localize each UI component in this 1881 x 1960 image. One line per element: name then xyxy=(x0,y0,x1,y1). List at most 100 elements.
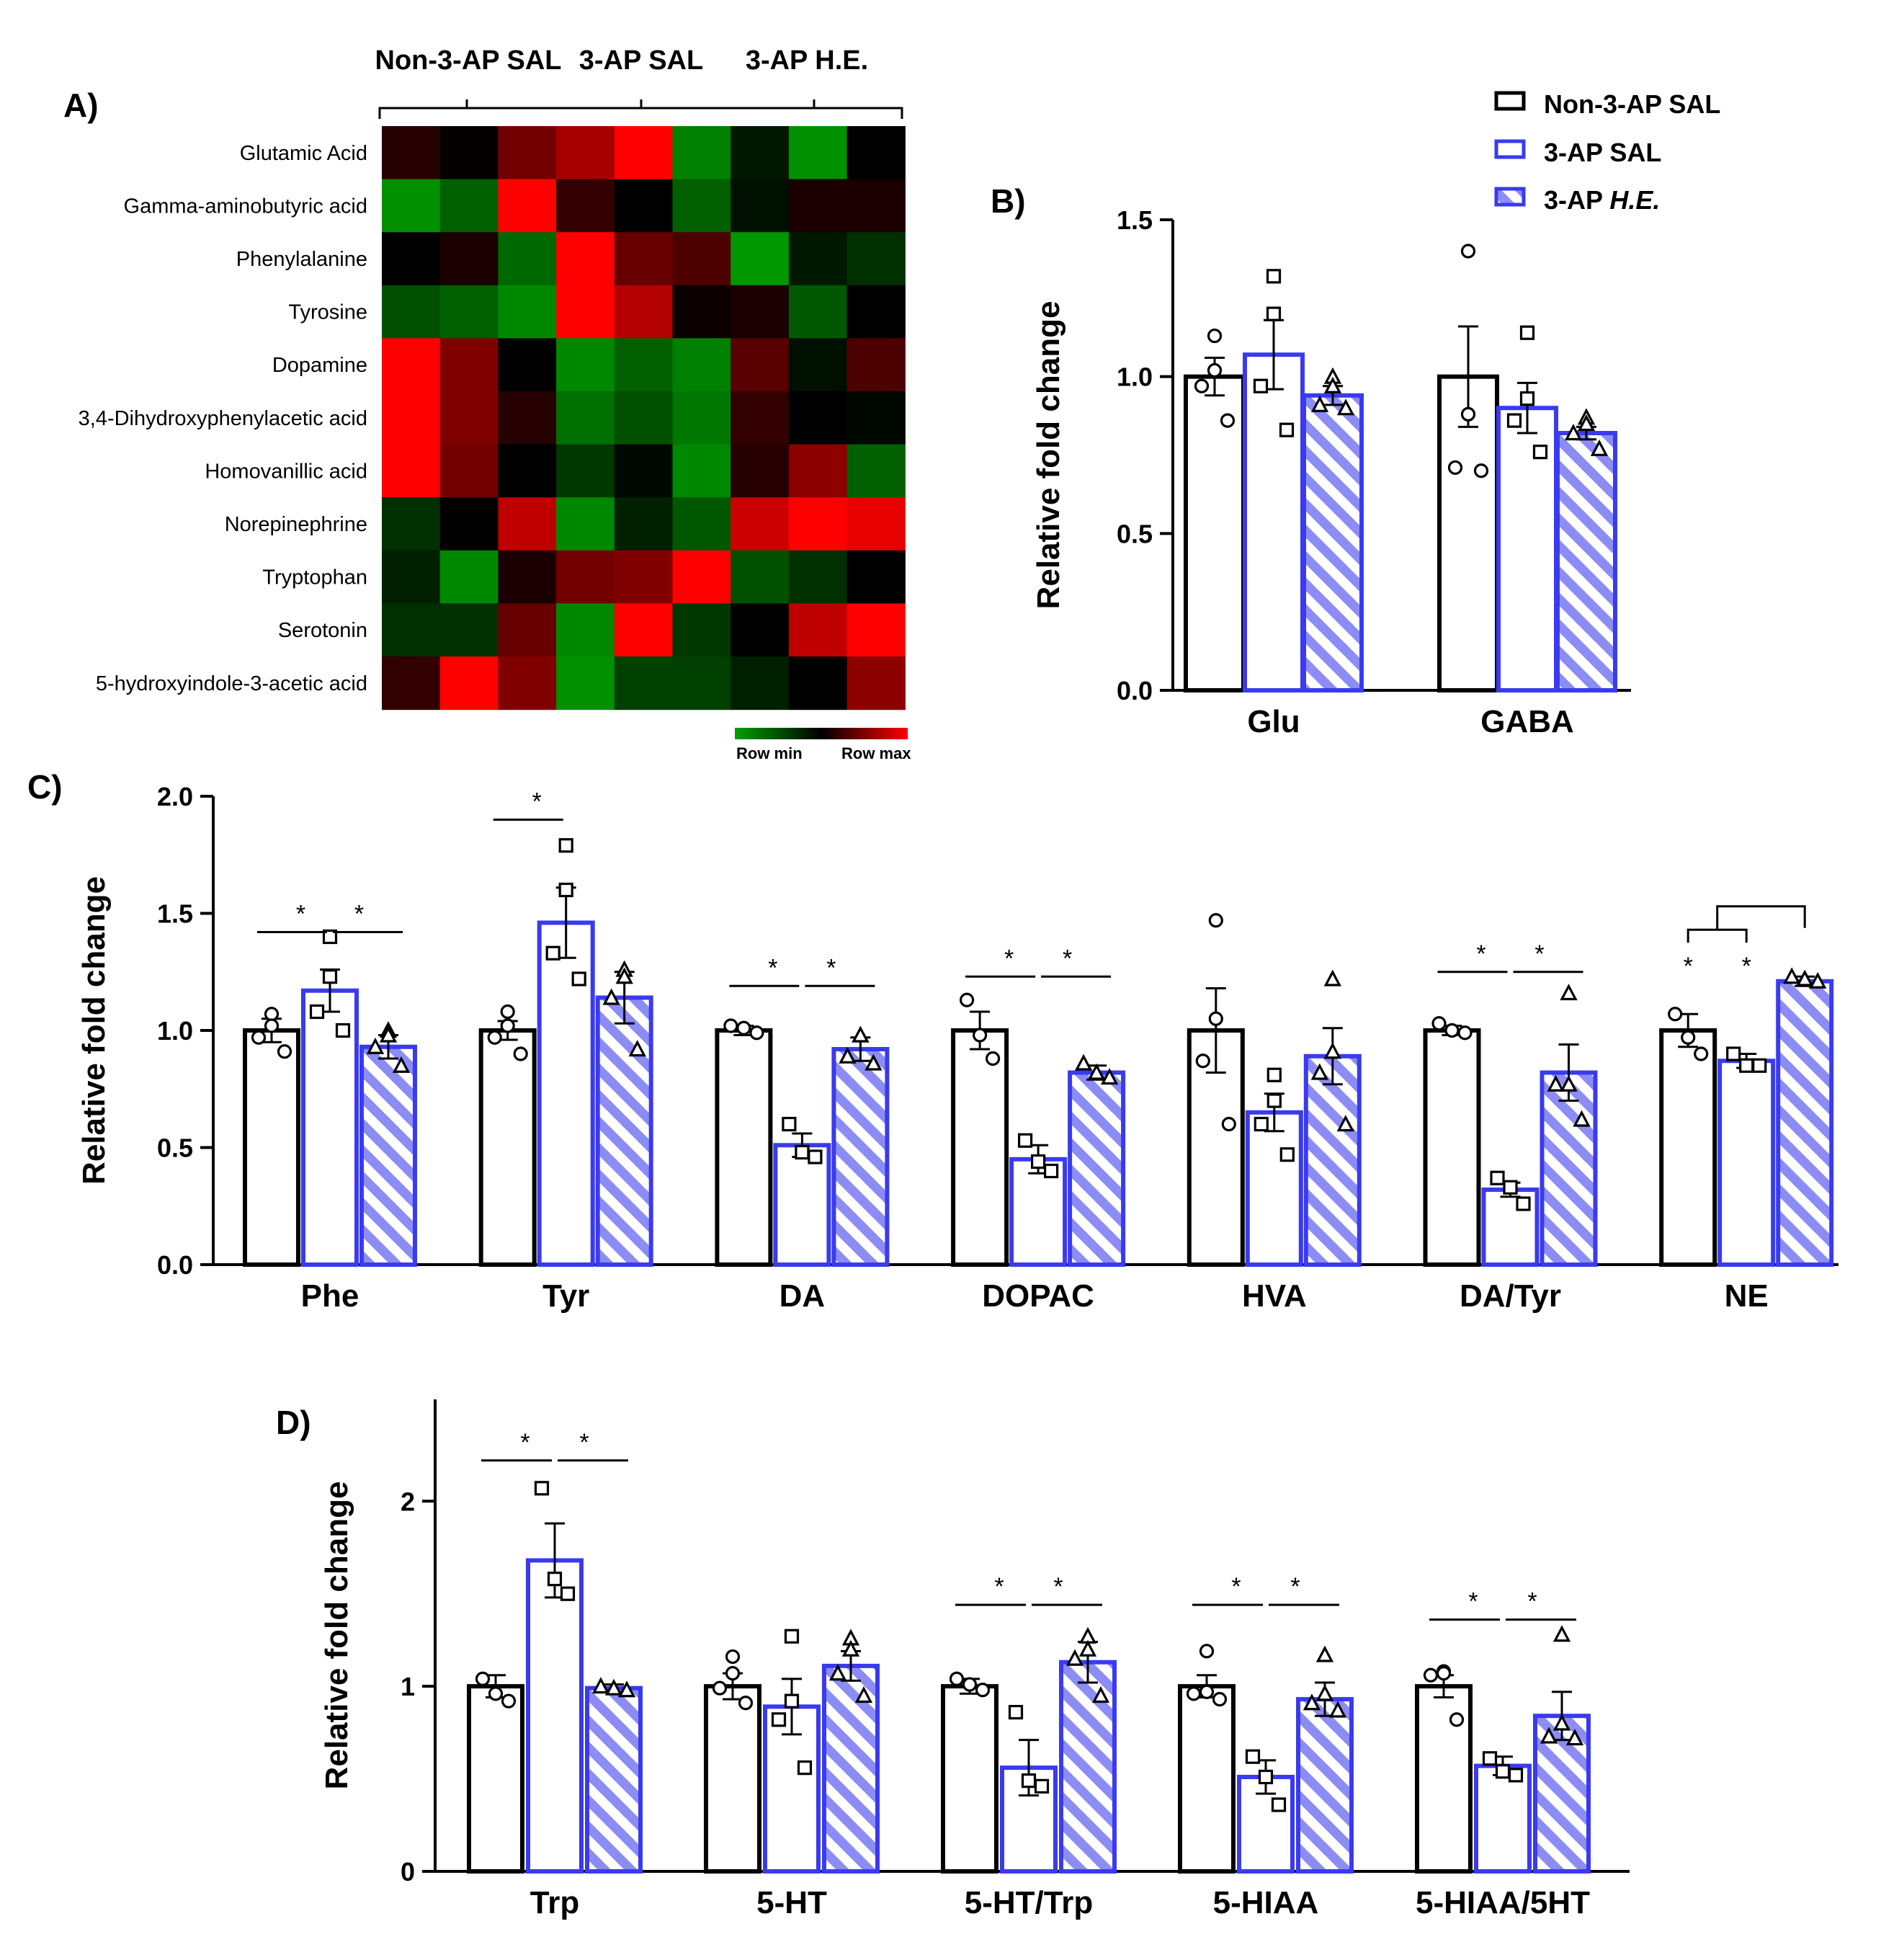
heatmap-cell xyxy=(382,603,441,657)
significance-star: * xyxy=(1468,1588,1478,1616)
heatmap-column-group-label: 3-AP H.E. xyxy=(746,45,868,76)
data-point-circle xyxy=(985,1051,1001,1066)
data-point-circle xyxy=(1447,460,1463,476)
data-point-square xyxy=(808,1149,823,1164)
data-point-square xyxy=(1506,413,1522,428)
data-point-triangle xyxy=(1315,1645,1334,1662)
x-category-label: Trp xyxy=(530,1885,579,1920)
data-point-triangle xyxy=(1310,395,1329,412)
data-point-circle xyxy=(749,1025,764,1041)
heatmap-cell xyxy=(672,550,731,604)
bar-non-3-ap-sal xyxy=(1437,374,1499,693)
heatmap-cell xyxy=(556,179,615,233)
heatmap-cell xyxy=(382,285,441,339)
data-point-square xyxy=(1008,1704,1024,1720)
data-point-triangle xyxy=(1565,1729,1584,1746)
data-point-triangle xyxy=(1078,1639,1097,1657)
heatmap-cell xyxy=(498,338,557,392)
bar-3-ap-h-e xyxy=(1540,1070,1598,1267)
data-point-circle xyxy=(1194,378,1210,393)
heatmap-cell xyxy=(382,550,441,604)
heatmap-cell xyxy=(382,179,441,233)
data-point-triangle xyxy=(839,1046,857,1064)
data-point-square xyxy=(1503,1180,1518,1195)
data-point-triangle xyxy=(1100,1068,1119,1085)
significance-star: * xyxy=(1004,945,1014,972)
heatmap-row-label: Glutamic Acid xyxy=(240,142,367,165)
data-point-square xyxy=(1279,422,1295,437)
data-point-square xyxy=(558,838,573,853)
heatmap-row-labels: Glutamic Acid Gamma-aminobutyric acid Phen… xyxy=(79,142,367,695)
data-point-circle xyxy=(1212,1692,1228,1707)
data-point-square xyxy=(1021,1773,1037,1788)
data-point-square xyxy=(797,1760,813,1776)
data-point-triangle xyxy=(392,1056,411,1073)
data-point-circle xyxy=(1207,328,1223,344)
data-point-triangle xyxy=(602,988,620,1005)
heatmap-cells xyxy=(382,126,906,710)
heatmap-cell xyxy=(846,550,906,604)
heatmap-cell xyxy=(614,179,674,233)
data-point-square xyxy=(1532,445,1548,460)
data-point-triangle xyxy=(1303,1693,1321,1711)
heatmap-cell xyxy=(846,444,906,498)
data-point-triangle xyxy=(1074,1054,1093,1071)
heatmap-cell xyxy=(730,391,790,445)
data-point-square xyxy=(1271,1797,1287,1812)
heatmap-cell xyxy=(498,232,557,286)
data-point-triangle xyxy=(1783,967,1801,984)
x-category-label: GABA xyxy=(1480,704,1574,739)
data-point-circle xyxy=(1460,406,1476,422)
data-point-circle xyxy=(475,1671,491,1686)
bar-non-3-ap-sal xyxy=(704,1684,761,1874)
data-point-triangle xyxy=(1796,969,1814,986)
data-point-square xyxy=(1739,1058,1754,1073)
heatmap-cell xyxy=(788,444,848,498)
data-point-square xyxy=(322,969,338,984)
legend: Non-3-AP SAL 3-AP SAL 3-AP H.E. xyxy=(1494,89,1720,215)
bar-3-ap-h-e xyxy=(1296,1697,1354,1874)
heatmap-cell xyxy=(614,391,674,445)
panel-label-a: A) xyxy=(63,86,99,124)
heatmap-group-bracket xyxy=(378,107,903,119)
x-category-label: 5-HIAA/5HT xyxy=(1416,1885,1590,1920)
data-point-triangle xyxy=(1087,1063,1106,1080)
heatmap-cell xyxy=(439,603,499,657)
data-point-square xyxy=(534,1481,550,1496)
significance-star: * xyxy=(826,954,836,981)
bar-3-ap-h-e xyxy=(1068,1070,1126,1267)
bar-3-ap-h-e xyxy=(359,1044,417,1267)
bar-non-3-ap-sal xyxy=(715,1028,773,1267)
ne-bracket-inner xyxy=(1686,928,1748,943)
data-point-circle xyxy=(1694,1046,1709,1061)
bar-3-ap-sal xyxy=(1245,1110,1303,1267)
heatmap-row-label: Gamma-aminobutyric acid xyxy=(124,195,367,218)
data-point-circle xyxy=(712,1680,728,1696)
heatmap-cell xyxy=(788,285,848,339)
bar-non-3-ap-sal xyxy=(1659,1028,1717,1267)
data-point-circle xyxy=(251,1030,267,1045)
heatmap-cell xyxy=(672,656,731,710)
heatmap-cell xyxy=(556,497,615,551)
data-point-triangle xyxy=(1091,1686,1110,1703)
data-point-triangle xyxy=(617,1680,636,1698)
chart-d: 0 1 2 Relative fold change Trp 5-HT 5-HT/Trp 5-… xyxy=(319,1399,1630,1920)
bar-non-3-ap-sal xyxy=(1184,374,1246,693)
legend-swatch xyxy=(1494,139,1526,159)
data-point-triangle xyxy=(828,1664,847,1681)
significance-star: * xyxy=(1742,953,1751,980)
legend-label-italic: H.E. xyxy=(1609,185,1660,215)
data-point-square xyxy=(335,1023,351,1038)
bar-non-3-ap-sal xyxy=(941,1684,998,1874)
data-point-square xyxy=(1043,1163,1059,1179)
heatmap-column-groups: Non-3-AP SAL 3-AP SAL 3-AP H.E. xyxy=(375,45,903,119)
data-point-square xyxy=(1508,1768,1524,1783)
legend-swatch xyxy=(1494,187,1526,207)
heatmap-row-label: Norepinephrine xyxy=(225,513,367,536)
x-category-label: 5-HIAA xyxy=(1213,1885,1319,1920)
x-category-label: DA/Tyr xyxy=(1460,1278,1561,1314)
heatmap-cell xyxy=(846,179,906,233)
legend-label: Non-3-AP SAL xyxy=(1544,89,1720,119)
data-point-square xyxy=(1516,1196,1531,1211)
data-point-circle xyxy=(500,1018,515,1033)
